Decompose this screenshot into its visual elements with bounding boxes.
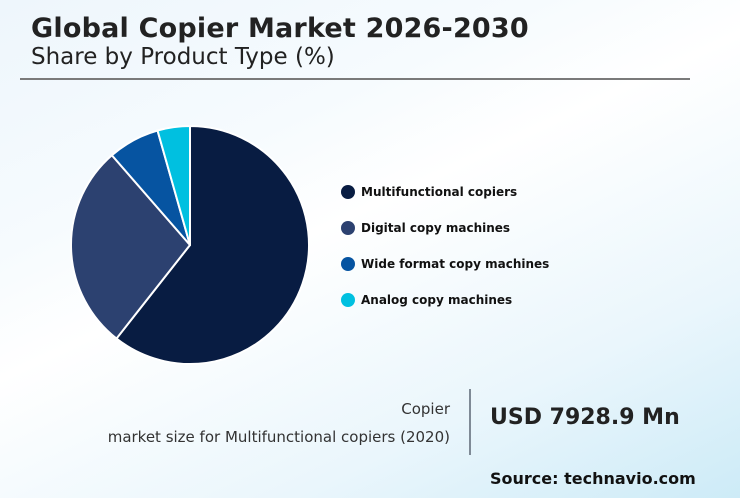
- pie-slice-multifunctional-copiers: [115, 125, 310, 365]
- pie-slice-analog-copy-machines: [156, 125, 191, 246]
- source-credit: Source: technavio.com: [490, 469, 696, 488]
- legend-item-digital: Digital copy machines: [341, 210, 549, 246]
- title-rule: [20, 78, 690, 80]
- stat-label-line2: market size for Multifunctional copiers …: [107, 428, 450, 446]
- legend-item-wide-format: Wide format copy machines: [341, 246, 549, 282]
- legend-dot-icon: [341, 185, 355, 199]
- chart-subtitle: Share by Product Type (%): [31, 44, 335, 70]
- legend-item-multifunctional: Multifunctional copiers: [341, 174, 549, 210]
- chart-title: Global Copier Market 2026-2030: [31, 13, 529, 44]
- legend-dot-icon: [341, 257, 355, 271]
- stat-label-line1: Copier: [401, 400, 450, 418]
- legend-dot-icon: [341, 221, 355, 235]
- legend-item-analog: Analog copy machines: [341, 282, 549, 318]
- legend-dot-icon: [341, 293, 355, 307]
- pie-slice-digital-copy-machines: [70, 154, 191, 340]
- stat-divider: [469, 389, 471, 455]
- legend: Multifunctional copiers Digital copy mac…: [341, 174, 549, 318]
- stat-value: USD 7928.9 Mn: [490, 405, 680, 430]
